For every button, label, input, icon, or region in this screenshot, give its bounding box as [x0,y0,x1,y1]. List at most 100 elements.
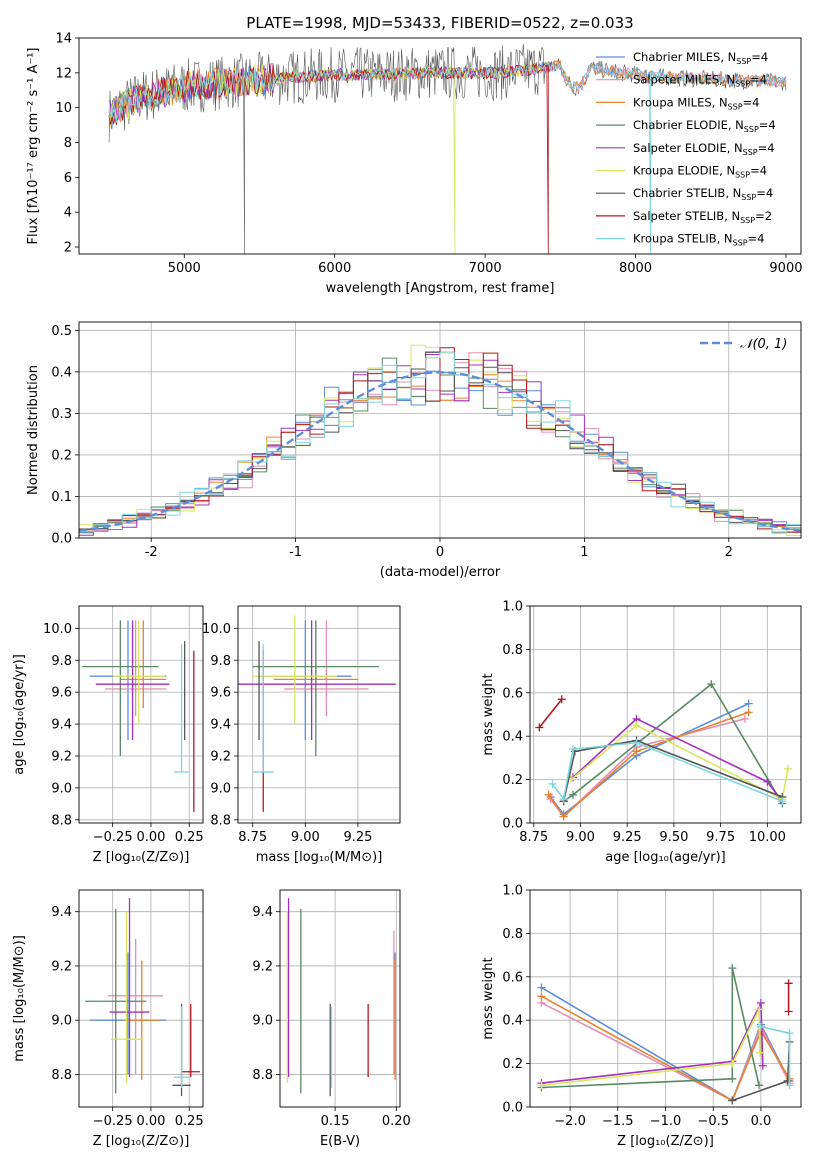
axes-frame [529,605,802,824]
data-point-marker [744,708,753,717]
y-tick-label: 0.6 [502,686,523,701]
errorbar-kroupa-stelib [173,1006,190,1089]
data-point-marker [755,1048,764,1057]
y-tick-label: 0.8 [502,643,523,658]
y-tick-label: 2 [64,241,72,256]
data-point-marker [707,680,716,689]
panel-6: −0.25 0.00 0.25 8.8 9.0 9.2 9.4 Z [log₁₀(Z/Z⊙)]… [12,889,204,1149]
y-tick-label: 6 [64,171,72,186]
errorbar-kroupa-miles [120,620,167,709]
errorbar-chabrier-miles [89,952,167,1075]
data-point-marker [728,1074,737,1083]
y-tick-label: 0.6 [502,970,523,985]
x-tick-label: 8.75 [238,830,267,845]
legend-entry: Salpeter ELODIE, NSSP=4 [633,141,775,157]
errorbar-chabrier-miles [89,620,167,741]
axes-frame [78,37,802,255]
data-point-marker [744,699,753,708]
data-point-marker [632,747,641,756]
x-axis-label: wavelength [Angstrom, rest frame] [326,281,555,296]
x-axis-label: Z [log₁₀(Z/Z⊙)] [617,1134,714,1149]
x-tick-label: 8.75 [519,830,548,845]
y-tick-label: 1.0 [502,600,523,615]
plot-area [79,322,801,538]
y-tick-label: 12 [55,66,72,81]
axes-frame [78,605,204,824]
y-tick-label: 9.2 [252,959,273,974]
legend-entry-base: Salpeter ELODIE, N [633,141,743,155]
series-kroupa-stelib [756,1022,794,1090]
spectrum-kroupa-stelib [108,61,787,254]
x-tick-label: 1 [580,545,588,560]
legend-entry-base: Chabrier ELODIE, N [633,118,744,132]
data-point-marker [537,983,546,992]
series-salpeter-stelib [535,695,566,732]
series-line [538,698,563,728]
data-point-marker [756,1022,765,1031]
errorbar-salpeter-elodie [109,898,150,1078]
series-line [570,724,789,801]
series-line [541,995,791,1102]
plot-area [108,43,787,254]
y-tick-label: 9.4 [210,718,231,733]
legend-entry: Salpeter STELIB, NSSP=2 [633,209,772,225]
errorbar-chabrier-elodie [85,908,147,1094]
axes-frame [279,889,401,1108]
legend-entry-tail: =4 [750,73,767,87]
gaussian-curve [79,371,801,532]
data-point-marker [559,812,568,821]
series-line [572,717,782,800]
data-point-marker [728,964,737,973]
y-tick-label: 9.2 [210,749,231,764]
y-tick-label: 9.0 [252,1014,273,1029]
y-tick-label: 8.8 [252,1068,273,1083]
y-tick-label: 9.4 [252,905,273,920]
data-point-marker [784,1007,793,1016]
y-tick-label: 0.2 [502,1057,523,1072]
y-tick-label: 0.2 [502,773,523,788]
y-axis-label: Flux [fλ10⁻¹⁷ erg cm⁻² s⁻¹ A⁻¹] [26,48,41,245]
x-axis-label: mass [log₁₀(M/M⊙)] [256,850,383,865]
x-axis-label: age [log₁₀(age/yr)] [605,850,726,865]
legend-entry-base: Kroupa MILES, N [633,95,728,109]
x-tick-label: −0.5 [697,1114,729,1129]
x-tick-label: 0.25 [175,830,204,845]
axes-frame [237,605,401,824]
data-point-marker [778,797,787,806]
y-tick-label: 9.0 [51,781,72,796]
y-tick-label: 8 [64,136,72,151]
series-line [541,967,760,1089]
errorbar-salpeter-miles [108,938,164,1075]
x-tick-label: 9.25 [343,830,372,845]
errorbar-kroupa-elodie [111,911,142,1083]
legend-entry-sub: SSP [744,125,759,134]
y-tick-label: 1.0 [502,884,523,899]
data-point-marker [755,1081,764,1090]
y-tick-label: 9.4 [51,905,72,920]
legend-entry: Kroupa ELODIE, NSSP=4 [633,164,767,180]
data-point-marker [785,1081,794,1090]
x-tick-label: 0.15 [321,1114,350,1129]
legend-entry: 𝒩(0, 1) [740,337,787,352]
x-tick-label: -1 [289,545,302,560]
panel-2: -2 -1 0 1 2 0.0 0.1 0.2 0.3 0.4 0.5 (data-model)/er… [26,321,802,580]
legend-entry: Chabrier ELODIE, NSSP=4 [633,118,776,134]
errorbar-salpeter-elodie [95,620,170,741]
y-tick-label: 0.4 [502,1014,523,1029]
y-tick-label: 4 [64,206,72,221]
panel-4: 8.75 9.00 9.25 8.8 9.0 9.2 9.4 9.6 9.8 10.0 mass [… [202,605,401,865]
data-point-marker [559,795,568,804]
panel-8: −2.0 −1.5 −1.0 −0.5 0.0 0.0 0.2 0.4 0.6 0.8 1.0 Z [… [481,884,802,1149]
series-kroupa-stelib [548,738,787,806]
data-point-marker [557,695,566,704]
y-tick-label: 0.0 [51,532,72,547]
axes-frame [78,889,204,1108]
y-tick-label: 9.0 [51,1014,72,1029]
series-line [541,1009,761,1087]
legend-entry-tail: =4 [759,118,776,132]
data-point-marker [755,1005,764,1014]
x-tick-label: 0 [436,545,444,560]
legend-entry-base: Kroupa ELODIE, N [633,164,735,178]
